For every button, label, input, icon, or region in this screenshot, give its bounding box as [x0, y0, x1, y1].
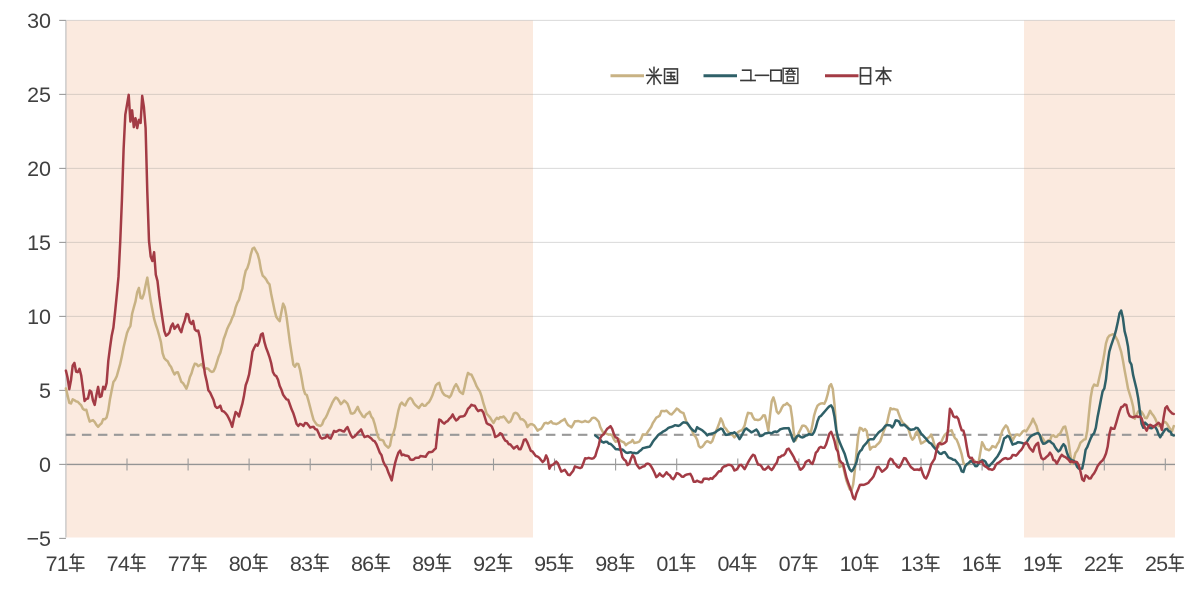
svg-text:30: 30: [27, 9, 51, 33]
svg-text:13: 13: [901, 552, 924, 576]
svg-text:04: 04: [717, 552, 740, 576]
svg-text:10: 10: [27, 305, 51, 329]
svg-text:5: 5: [39, 379, 51, 403]
svg-text:−5: −5: [26, 527, 51, 551]
svg-text:92: 92: [473, 552, 495, 576]
svg-text:20: 20: [27, 157, 51, 181]
svg-text:22: 22: [1084, 552, 1106, 576]
svg-text:07: 07: [779, 552, 801, 576]
svg-text:01: 01: [656, 552, 678, 576]
svg-text:19: 19: [1023, 552, 1045, 576]
svg-text:95: 95: [534, 552, 557, 576]
svg-text:74: 74: [107, 552, 130, 576]
svg-text:98: 98: [595, 552, 618, 576]
svg-text:25: 25: [27, 83, 51, 107]
svg-text:71: 71: [46, 552, 68, 576]
svg-text:77: 77: [168, 552, 190, 576]
svg-text:25: 25: [1145, 552, 1168, 576]
svg-text:0: 0: [39, 453, 51, 477]
svg-text:16: 16: [962, 552, 985, 576]
svg-text:80: 80: [229, 552, 252, 576]
svg-text:10: 10: [840, 552, 863, 576]
svg-text:15: 15: [27, 231, 51, 255]
svg-text:89: 89: [412, 552, 434, 576]
svg-text:83: 83: [290, 552, 313, 576]
svg-text:86: 86: [351, 552, 374, 576]
